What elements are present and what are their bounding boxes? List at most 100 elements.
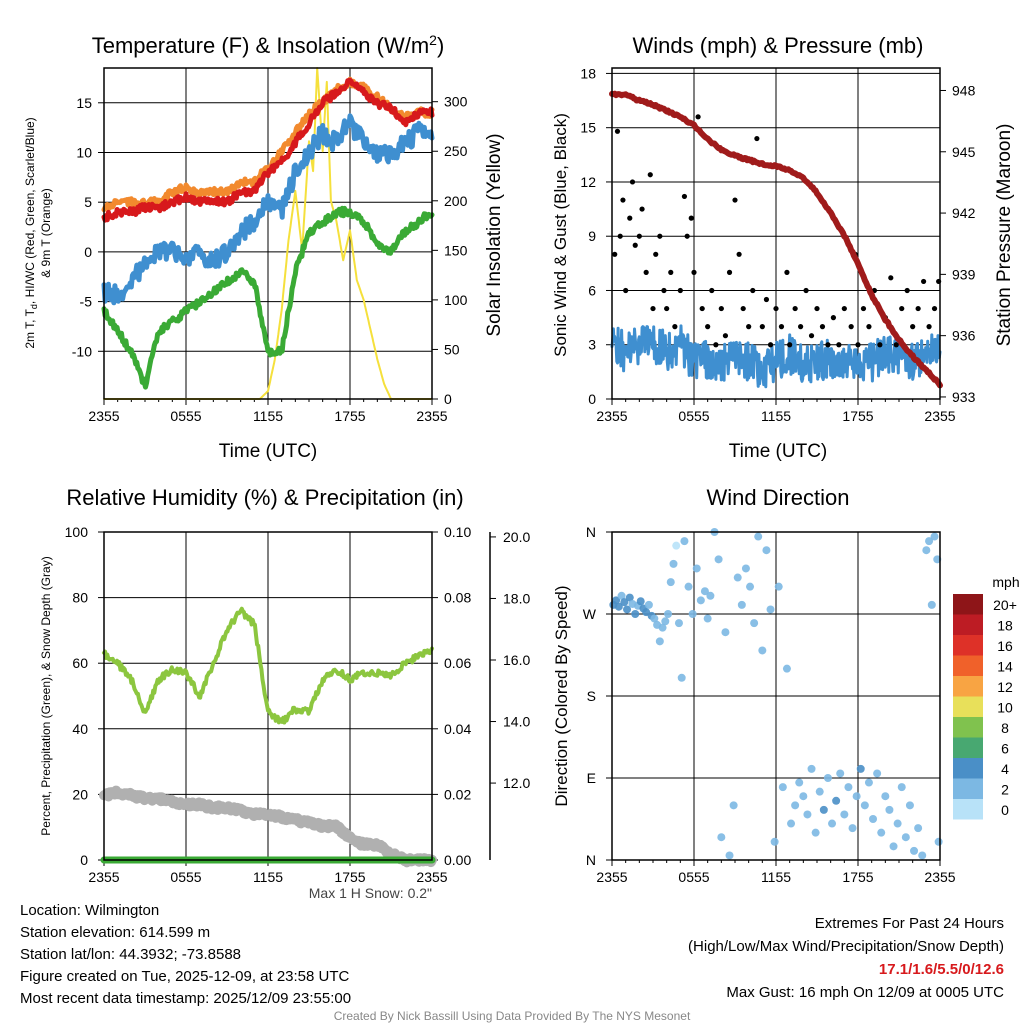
x-axis-label: Time (UTC) xyxy=(729,441,828,462)
snow-depth-line xyxy=(99,785,437,868)
direction-point xyxy=(623,605,632,614)
y-tick-label: 15 xyxy=(76,95,92,111)
y-tick-label: S xyxy=(587,688,596,704)
direction-point xyxy=(666,578,675,587)
direction-point xyxy=(885,805,894,814)
direction-point xyxy=(927,600,936,609)
gust-point xyxy=(910,324,916,330)
legend-swatch xyxy=(953,676,983,697)
direction-point xyxy=(889,842,898,851)
direction-point xyxy=(832,796,841,805)
direction-point xyxy=(655,637,664,646)
gust-point xyxy=(787,342,793,348)
x-tick-label: 2355 xyxy=(416,869,447,885)
gust-point xyxy=(808,333,815,339)
title-temperature: Temperature (F) & Insolation (W/m2) xyxy=(92,32,445,58)
direction-point xyxy=(782,664,791,673)
x-tick-label: 1755 xyxy=(334,869,365,885)
direction-point xyxy=(856,764,865,773)
gust-point xyxy=(650,305,656,312)
legend-swatch xyxy=(953,717,983,738)
title-wind-direction: Wind Direction xyxy=(706,485,849,510)
y-tick-label: 3 xyxy=(588,337,596,353)
gust-point xyxy=(672,324,678,330)
direction-point xyxy=(778,783,787,792)
gust-point xyxy=(661,287,667,294)
y-tick-label: 18 xyxy=(580,65,596,81)
direction-point xyxy=(625,593,634,602)
y3-tick-label: 20.0 xyxy=(503,529,530,545)
gust-point xyxy=(915,305,921,312)
plot-frame xyxy=(103,67,433,400)
gust-point xyxy=(614,128,621,134)
gust-point xyxy=(784,269,790,275)
direction-point xyxy=(897,783,906,792)
legend-label: 4 xyxy=(1001,761,1009,777)
x-tick-label: 2355 xyxy=(924,408,955,424)
y-tick-label: 10 xyxy=(76,144,92,160)
max-snow-annotation: Max 1 H Snow: 0.2" xyxy=(309,885,432,901)
legend-swatch xyxy=(953,696,983,717)
direction-point xyxy=(815,787,824,796)
y3-tick-label: 12.0 xyxy=(503,775,530,791)
y3-tick-label: 18.0 xyxy=(503,590,530,606)
direction-point xyxy=(737,600,746,609)
gust-point xyxy=(830,315,837,321)
legend-label: 8 xyxy=(1001,720,1009,736)
direction-point xyxy=(925,537,934,546)
y2-tick-label: 936 xyxy=(952,328,976,344)
extremes-subtitle: (High/Low/Max Wind/Precipitation/Snow De… xyxy=(688,938,1004,955)
direction-point xyxy=(869,815,878,823)
y-tick-label: 12 xyxy=(580,174,596,190)
gust-point xyxy=(668,269,674,275)
legend-label: 2 xyxy=(1001,782,1009,798)
x-tick-label: 1155 xyxy=(761,869,791,885)
direction-point xyxy=(674,619,683,628)
gust-point xyxy=(726,269,733,275)
y-tick-label: 0 xyxy=(80,852,88,868)
y2-tick-label: 150 xyxy=(444,242,468,258)
direction-point xyxy=(729,801,738,810)
y2-tick-label: 250 xyxy=(444,143,468,159)
plot-frame xyxy=(611,531,941,861)
gust-point xyxy=(767,342,774,348)
x-tick-label: 2355 xyxy=(924,869,955,885)
gust-point xyxy=(904,287,910,294)
direction-point xyxy=(706,591,715,600)
rh-line xyxy=(102,606,434,725)
legend-label: 12 xyxy=(997,679,1013,695)
gust-point xyxy=(773,305,779,312)
direction-point xyxy=(873,769,882,778)
gust-point xyxy=(677,287,683,294)
direction-point xyxy=(677,673,686,682)
legend-label: 6 xyxy=(1001,741,1009,757)
y-tick-label: -10 xyxy=(72,343,92,359)
y-axis-label: Direction (Colored By Speed) xyxy=(552,585,571,806)
direction-point xyxy=(714,555,723,564)
direction-point xyxy=(787,819,796,828)
gust-point xyxy=(926,324,932,330)
plot-frame xyxy=(103,531,433,861)
y-tick-label: 15 xyxy=(580,120,596,136)
direction-point xyxy=(612,596,621,605)
extremes-title: Extremes For Past 24 Hours xyxy=(814,915,1004,932)
gust-point xyxy=(627,215,633,221)
legend-swatch xyxy=(953,737,983,758)
pressure-line xyxy=(609,90,943,389)
direction-point xyxy=(901,833,910,842)
direction-point xyxy=(650,614,659,623)
direction-point xyxy=(893,819,902,828)
gust-point xyxy=(617,233,623,239)
direction-point xyxy=(754,532,763,541)
gust-point xyxy=(688,215,694,221)
y-tick-label: 6 xyxy=(588,282,596,298)
extremes-values: 17.1/1.6/5.5/0/12.6 xyxy=(878,961,1004,978)
x-tick-label: 0555 xyxy=(678,408,709,424)
y2-tick-label: 0.10 xyxy=(444,524,471,540)
direction-point xyxy=(664,610,673,618)
legend-label: 10 xyxy=(997,700,1013,716)
direction-point xyxy=(864,778,873,787)
gust-point xyxy=(709,287,715,294)
direction-point xyxy=(758,646,767,655)
